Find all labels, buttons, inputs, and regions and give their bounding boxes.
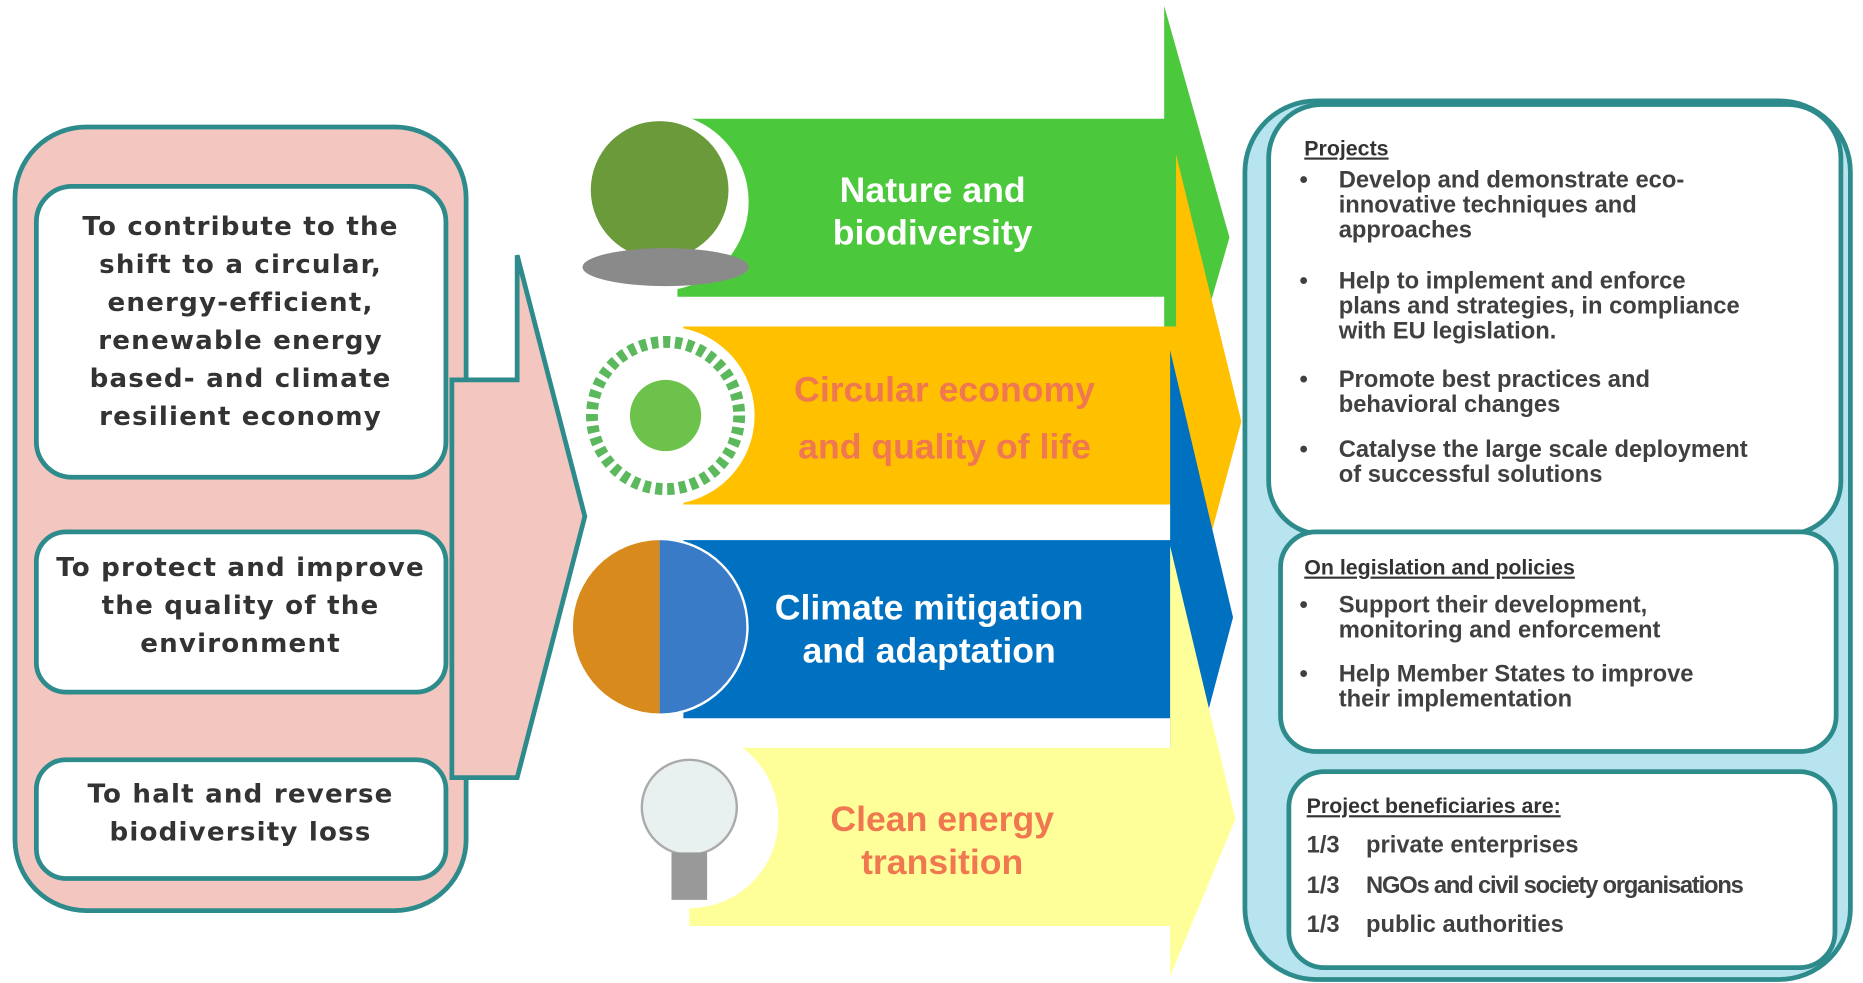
bullet-text: Help Member States to improve (1339, 661, 1694, 687)
bullet-text: of successful solutions (1339, 462, 1603, 488)
nature-icon (591, 121, 729, 259)
share: 1/3 (1307, 832, 1340, 858)
objective-text: the quality of the (102, 591, 380, 621)
objective-text: biodiversity loss (110, 818, 372, 848)
bullet: • (1300, 437, 1308, 463)
beneficiary: NGOs and civil society organisations (1366, 873, 1744, 899)
bullet-text: monitoring and enforcement (1339, 618, 1661, 644)
objective-text: energy-efficient, (107, 288, 373, 318)
bullet: • (1300, 593, 1308, 619)
objective-text: resilient economy (99, 402, 382, 432)
objective-text: shift to a circular, (99, 250, 382, 280)
bullet: • (1300, 268, 1308, 294)
objective-text: environment (140, 629, 341, 659)
bullet-text: Promote best practices and (1339, 367, 1650, 393)
beneficiary: public authorities (1366, 912, 1564, 938)
bullet-text: behavioral changes (1339, 392, 1561, 418)
bullet-text: plans and strategies, in compliance (1339, 293, 1740, 319)
section-heading: Project beneficiaries are: (1307, 794, 1561, 818)
objective-text: based- and climate (90, 364, 392, 394)
objective-text: To protect and improve (56, 553, 425, 583)
bullet: • (1300, 168, 1308, 194)
bullet-text: Develop and demonstrate eco- (1339, 168, 1685, 194)
theme-label: Clean energy (830, 799, 1054, 839)
share: 1/3 (1307, 873, 1340, 899)
share: 1/3 (1307, 912, 1340, 938)
recycle-icon (630, 380, 701, 451)
theme-label: biodiversity (833, 213, 1033, 253)
objectives-arrow (452, 255, 585, 777)
beneficiary: private enterprises (1366, 832, 1578, 858)
bullet: • (1300, 661, 1308, 687)
objective-text: To contribute to the (82, 212, 398, 242)
bullet-text: Support their development, (1339, 593, 1648, 619)
diagram: To contribute to the shift to a circular,… (0, 0, 1863, 983)
theme-label: Circular economy (794, 369, 1095, 409)
section-heading: On legislation and policies (1304, 556, 1575, 580)
theme-label: Nature and (840, 170, 1026, 210)
hand-icon (582, 248, 748, 286)
theme-label: and adaptation (803, 630, 1056, 670)
bullet-text: with EU legislation. (1338, 318, 1557, 344)
climate-icon (573, 540, 660, 713)
bullet-text: approaches (1339, 217, 1472, 243)
theme-label: and quality of life (798, 426, 1091, 466)
theme-label: Climate mitigation (775, 588, 1084, 628)
theme-label: transition (861, 842, 1023, 882)
page: To contribute to the shift to a circular,… (0, 0, 1863, 983)
bulb-icon (642, 760, 737, 855)
bullet-text: innovative techniques and (1339, 193, 1637, 219)
objective-text: To halt and reverse (88, 780, 394, 810)
bullet-text: Help to implement and enforce (1339, 268, 1686, 294)
objective-text: renewable energy (98, 326, 383, 356)
bullet-text: their implementation (1339, 686, 1572, 712)
bullet: • (1300, 367, 1308, 393)
section-heading: Projects (1304, 137, 1388, 161)
bulb-base (672, 852, 708, 899)
bullet-text: Catalyse the large scale deployment (1339, 437, 1748, 463)
